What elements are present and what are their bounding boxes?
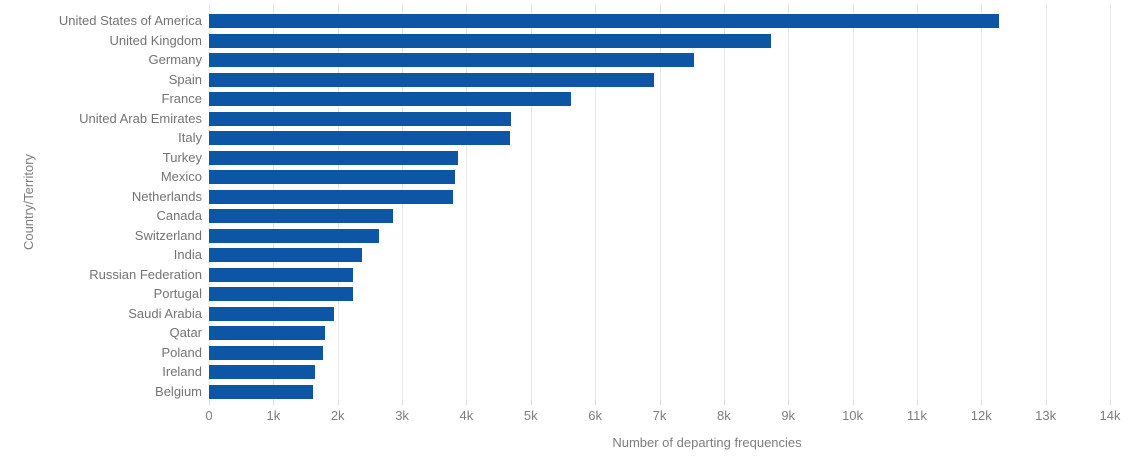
x-axis-tick bbox=[209, 400, 210, 405]
x-tick-label: 2k bbox=[330, 408, 345, 423]
bar-saudi-arabia[interactable] bbox=[209, 306, 334, 321]
x-axis-tick bbox=[723, 400, 725, 405]
x-tick-label: 14k bbox=[1099, 408, 1121, 423]
x-axis-tick bbox=[659, 400, 661, 405]
bar-mexico[interactable] bbox=[209, 170, 455, 184]
category-label: India bbox=[173, 247, 202, 262]
x-axis-tick bbox=[466, 400, 468, 405]
x-axis-tick bbox=[916, 400, 918, 405]
x-tick-label: 1k bbox=[266, 408, 281, 423]
x-axis-tick bbox=[1045, 400, 1047, 405]
x-tick-label: 13k bbox=[1035, 408, 1057, 423]
category-label: Russian Federation bbox=[89, 266, 202, 282]
x-tick-label: 12k bbox=[970, 408, 992, 423]
category-label: Poland bbox=[161, 344, 202, 360]
bar-united-arab-emirates[interactable] bbox=[209, 111, 511, 126]
x-tick-label: 3k bbox=[395, 408, 409, 423]
category-label: Belgium bbox=[155, 383, 202, 399]
category-label: Qatar bbox=[169, 325, 202, 340]
plot-area bbox=[209, 4, 1111, 400]
bar-italy[interactable] bbox=[209, 131, 510, 145]
x-axis-tick bbox=[530, 400, 532, 405]
x-axis-tick bbox=[273, 400, 275, 405]
category-label: Mexico bbox=[160, 169, 202, 184]
bar-belgium[interactable] bbox=[209, 384, 313, 399]
bar-france[interactable] bbox=[209, 92, 571, 106]
bar-ireland[interactable] bbox=[209, 365, 315, 379]
x-tick-label: 9k bbox=[781, 408, 796, 423]
x-tick-label: 7k bbox=[652, 408, 667, 423]
gridline-x-7k bbox=[659, 4, 661, 400]
gridline-x-10k bbox=[852, 4, 854, 400]
x-axis-tick bbox=[337, 400, 339, 405]
category-label: Ireland bbox=[162, 364, 202, 379]
gridline-x-11k bbox=[916, 4, 918, 400]
category-label: Turkey bbox=[162, 149, 202, 165]
x-axis-tick bbox=[595, 400, 597, 405]
x-tick-label: 0 bbox=[205, 408, 213, 423]
category-label: Germany bbox=[148, 52, 202, 67]
x-axis-title: Number of departing frequencies bbox=[612, 435, 802, 450]
x-axis-tick bbox=[852, 400, 854, 405]
category-label: United Kingdom bbox=[109, 32, 203, 48]
bar-poland[interactable] bbox=[209, 345, 323, 360]
category-label: United States of America bbox=[58, 13, 202, 28]
category-label: United Arab Emirates bbox=[79, 110, 202, 126]
bar-spain[interactable] bbox=[209, 72, 654, 87]
category-label: Netherlands bbox=[131, 188, 202, 204]
category-label: Italy bbox=[178, 130, 202, 145]
gridline-x-12k bbox=[981, 4, 983, 400]
x-tick-label: 5k bbox=[523, 408, 538, 423]
gridline-x-8k bbox=[723, 4, 725, 400]
category-label: Canada bbox=[156, 208, 202, 223]
x-axis-tick bbox=[402, 400, 404, 405]
gridline-x-13k bbox=[1045, 4, 1047, 400]
bar-india[interactable] bbox=[209, 248, 362, 262]
category-label: France bbox=[161, 91, 202, 106]
x-axis-tick bbox=[1110, 400, 1111, 405]
x-tick-label: 10k bbox=[842, 408, 864, 423]
x-tick-label: 4k bbox=[459, 408, 474, 423]
bar-qatar[interactable] bbox=[209, 326, 325, 340]
gridline-x-4k bbox=[466, 4, 468, 400]
x-axis-tick bbox=[981, 400, 983, 405]
bar-canada[interactable] bbox=[209, 209, 393, 223]
bar-turkey[interactable] bbox=[209, 150, 458, 165]
gridline-x-5k bbox=[530, 4, 532, 400]
x-tick-label: 6k bbox=[588, 408, 602, 423]
gridline-x-9k bbox=[788, 4, 790, 400]
category-label: Switzerland bbox=[134, 227, 202, 243]
gridline-x-14k bbox=[1110, 4, 1111, 400]
bar-switzerland[interactable] bbox=[209, 228, 379, 243]
bar-germany[interactable] bbox=[209, 53, 694, 67]
bar-portugal[interactable] bbox=[209, 287, 353, 301]
category-label: Saudi Arabia bbox=[128, 305, 202, 321]
bar-russian-federation[interactable] bbox=[209, 267, 353, 282]
bar-netherlands[interactable] bbox=[209, 189, 453, 204]
x-tick-label: 11k bbox=[906, 408, 927, 423]
category-label: Portugal bbox=[153, 286, 202, 301]
gridline-x-6k bbox=[595, 4, 597, 400]
category-label: Spain bbox=[168, 71, 202, 87]
x-tick-label: 8k bbox=[716, 408, 731, 423]
bar-united-kingdom[interactable] bbox=[209, 33, 771, 48]
bar-united-states-of-america[interactable] bbox=[209, 14, 999, 28]
x-axis-tick bbox=[788, 400, 790, 405]
